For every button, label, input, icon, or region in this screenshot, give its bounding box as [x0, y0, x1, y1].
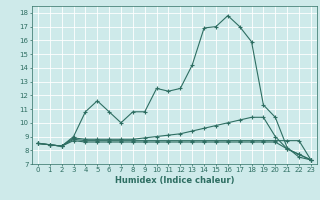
X-axis label: Humidex (Indice chaleur): Humidex (Indice chaleur): [115, 176, 234, 185]
